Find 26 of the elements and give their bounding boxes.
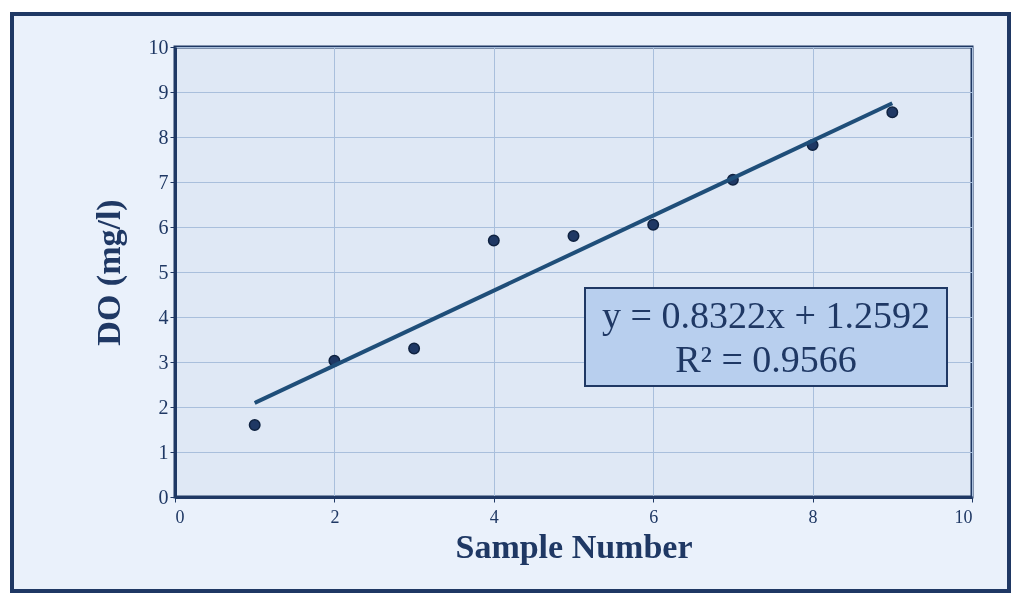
x-axis-title: Sample Number — [455, 527, 693, 565]
x-tick-label: 8 — [808, 506, 818, 527]
point — [248, 419, 261, 431]
x-tick-label: 0 — [175, 506, 185, 527]
point — [408, 342, 421, 355]
point — [487, 234, 500, 247]
y-tick-label: 0 — [158, 485, 169, 508]
annotation: y = 0.8322x + 1.2592 R² = 0.9566 — [584, 287, 948, 387]
x-tick-label: 4 — [489, 506, 499, 527]
y-tick-label: 2 — [158, 395, 169, 418]
point — [647, 218, 660, 231]
point — [886, 106, 899, 119]
y-tick-label: 3 — [158, 350, 169, 373]
y-tick-label: 8 — [158, 125, 169, 148]
y-tick-label: 7 — [158, 170, 169, 193]
x-tick-label: 2 — [330, 506, 340, 527]
x-tick-label: 6 — [649, 506, 659, 527]
y-tick-label: 1 — [158, 440, 169, 463]
y-axis-title: DO (mg/l) — [89, 199, 128, 346]
y-tick-label: 10 — [148, 35, 169, 58]
x-tick-label: 10 — [954, 506, 973, 527]
point — [567, 230, 580, 242]
y-tick-label: 4 — [158, 305, 169, 328]
y-tick-label: 6 — [158, 215, 169, 238]
y-tick-label: 9 — [158, 80, 169, 103]
y-tick-label: 5 — [158, 260, 169, 283]
